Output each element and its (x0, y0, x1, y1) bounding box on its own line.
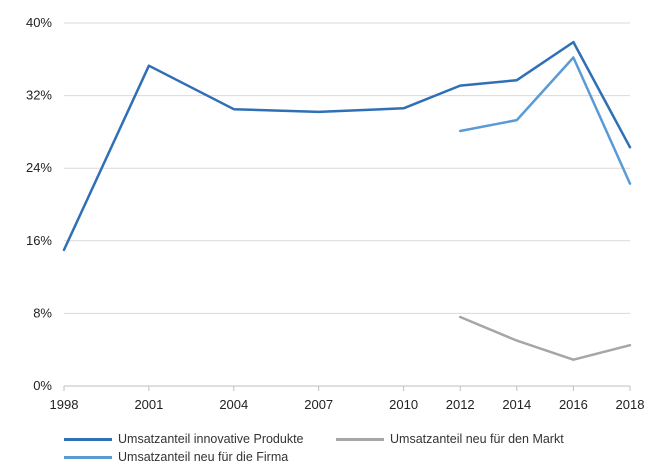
legend-item-innovative-products: Umsatzanteil innovative Produkte (64, 432, 304, 446)
x-tick-label: 2018 (616, 397, 645, 412)
legend-swatch (64, 455, 112, 459)
x-tick-label: 2012 (446, 397, 475, 412)
legend-item-new-to-firm: Umsatzanteil neu für die Firma (64, 450, 288, 464)
y-tick-label: 32% (26, 88, 52, 103)
x-tick-label: 2016 (559, 397, 588, 412)
y-tick-label: 40% (26, 15, 52, 30)
x-axis-ticks: 1998 2001 2004 2007 2010 2012 2014 2016 2018 (50, 386, 645, 412)
x-tick-label: 2010 (389, 397, 418, 412)
x-tick-label: 2014 (502, 397, 531, 412)
y-tick-label: 16% (26, 233, 52, 248)
legend-label: Umsatzanteil neu für die Firma (118, 450, 289, 464)
x-tick-label: 2001 (134, 397, 163, 412)
legend-swatch (336, 437, 384, 441)
y-tick-label: 24% (26, 160, 52, 175)
x-tick-label: 1998 (50, 397, 79, 412)
legend-label: Umsatzanteil innovative Produkte (118, 432, 304, 446)
x-tick-label: 2004 (219, 397, 248, 412)
series-line-2 (458, 56, 632, 185)
series-lines (62, 40, 632, 361)
series-line-1 (458, 315, 632, 361)
x-tick-label: 2007 (304, 397, 333, 412)
gridlines (64, 22, 630, 387)
legend-label: Umsatzanteil neu für den Markt (390, 432, 564, 446)
legend: Umsatzanteil innovative Produkte Umsatza… (64, 432, 644, 466)
y-tick-label: 0% (33, 378, 52, 393)
line-chart: 0% 8% 16% 24% 32% 40% 1998 2001 2004 2007 2010 201… (26, 15, 645, 412)
y-axis-ticks: 0% 8% 16% 24% 32% 40% (26, 15, 52, 393)
y-tick-label: 8% (33, 305, 52, 320)
legend-item-new-to-market: Umsatzanteil neu für den Markt (336, 432, 564, 446)
legend-swatch (64, 437, 112, 441)
series-line-0 (62, 40, 632, 252)
